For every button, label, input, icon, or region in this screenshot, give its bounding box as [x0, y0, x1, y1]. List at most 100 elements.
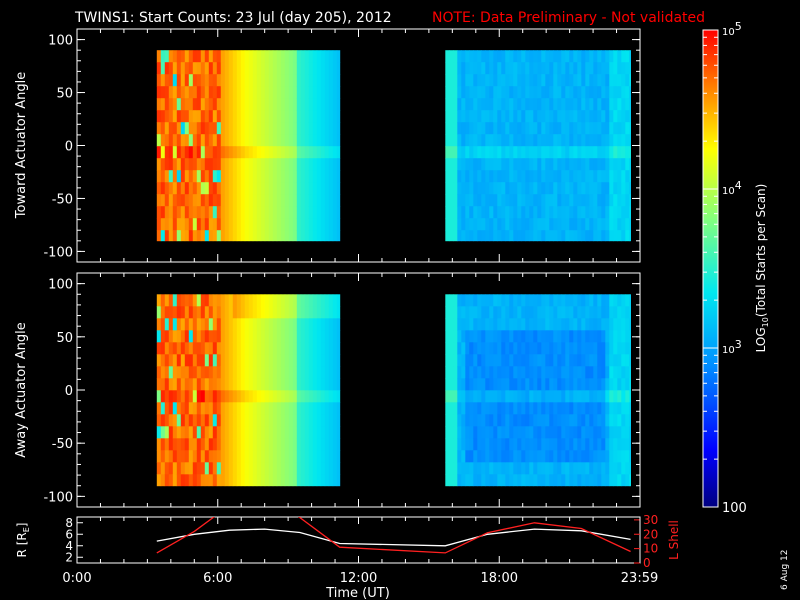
heatmap-cell — [312, 414, 318, 427]
heatmap-cell — [473, 402, 478, 415]
heatmap-cell — [601, 218, 606, 231]
heatmap-cell — [589, 378, 594, 391]
heatmap-cell — [284, 206, 290, 219]
heatmap-cell — [449, 158, 454, 171]
heatmap-cell — [533, 390, 538, 403]
heatmap-cell — [501, 366, 506, 379]
heatmap-cell — [232, 474, 238, 487]
heatmap-cell — [320, 390, 326, 403]
heatmap-cell — [236, 110, 242, 123]
heatmap-cell — [248, 50, 254, 63]
heatmap-cell — [184, 414, 190, 427]
heatmap-cell — [581, 74, 586, 87]
heatmap-cell — [300, 402, 306, 415]
heatmap-cell — [457, 462, 462, 475]
heatmap-cell — [565, 474, 570, 487]
heatmap-cell — [276, 158, 282, 171]
heatmap-cell — [585, 342, 590, 355]
heatmap-cell — [188, 306, 194, 319]
heatmap-cell — [557, 134, 562, 147]
heatmap-cell — [180, 86, 186, 99]
heatmap-cell — [200, 158, 206, 171]
heatmap-cell — [477, 170, 482, 183]
heatmap-cell — [288, 146, 294, 159]
heatmap-cell — [212, 390, 218, 403]
heatmap-cell — [328, 86, 334, 99]
heatmap-cell — [232, 134, 238, 147]
heatmap-cell — [164, 122, 170, 135]
heatmap-cell — [565, 390, 570, 403]
heatmap-cell — [493, 122, 498, 135]
heatmap-cell — [461, 74, 466, 87]
heatmap-cell — [577, 450, 582, 463]
heatmap-cell — [228, 50, 234, 63]
heatmap-cell — [176, 414, 182, 427]
heatmap-cell — [493, 134, 498, 147]
heatmap-cell — [585, 182, 590, 195]
heatmap-cell — [485, 194, 490, 207]
heatmap-cell — [617, 438, 622, 451]
heatmap-cell — [276, 438, 282, 451]
heatmap-cell — [545, 354, 550, 367]
heatmap-cell — [336, 218, 341, 231]
heatmap-cell — [461, 182, 466, 195]
heatmap-cell — [505, 74, 510, 87]
heatmap-cell — [569, 318, 574, 331]
heatmap-cell — [324, 230, 330, 242]
heatmap-cell — [589, 318, 594, 331]
heatmap-cell — [457, 206, 462, 219]
heatmap-cell — [240, 98, 246, 111]
heatmap-cell — [521, 134, 526, 147]
heatmap-cell — [284, 462, 290, 475]
heatmap-cell — [497, 330, 502, 343]
heatmap-cell — [513, 438, 518, 451]
heatmap-cell — [577, 342, 582, 355]
heatmap-cell — [320, 474, 326, 487]
heatmap-cell — [204, 50, 210, 63]
heatmap-cell — [224, 390, 230, 403]
heatmap-cell — [288, 86, 294, 99]
y-tick-label: -100 — [43, 490, 73, 505]
heatmap-cell — [204, 206, 210, 219]
heatmap-cell — [180, 158, 186, 171]
heatmap-cell — [212, 170, 218, 183]
heatmap-cell — [521, 474, 526, 487]
heatmap-cell — [196, 86, 202, 99]
heatmap-cell — [509, 390, 514, 403]
y-axis-label: Toward Actuator Angle — [14, 72, 29, 219]
heatmap-cell — [513, 294, 518, 307]
heatmap-cell — [601, 146, 606, 159]
heatmap-cell — [268, 134, 274, 147]
heatmap-cell — [204, 158, 210, 171]
heatmap-cell — [260, 426, 266, 439]
heatmap-cell — [332, 474, 338, 487]
heatmap-cell — [629, 146, 631, 159]
heatmap-cell — [461, 122, 466, 135]
heatmap-cell — [332, 194, 338, 207]
heatmap-cell — [328, 74, 334, 87]
heatmap-cell — [308, 74, 314, 87]
heatmap-cell — [220, 450, 226, 463]
heatmap-cell — [445, 354, 450, 367]
heatmap-cell — [481, 74, 486, 87]
heatmap-cell — [521, 158, 526, 171]
heatmap-cell — [180, 378, 186, 391]
heatmap-cell — [561, 378, 566, 391]
heatmap-cell — [449, 206, 454, 219]
heatmap-cell — [204, 402, 210, 415]
heatmap-cell — [204, 146, 210, 159]
heatmap-cell — [244, 462, 250, 475]
heatmap-cell — [320, 378, 326, 391]
heatmap-cell — [629, 366, 631, 379]
heatmap-cell — [497, 182, 502, 195]
heatmap-cell — [461, 62, 466, 75]
heatmap-cell — [156, 110, 162, 123]
heatmap-cell — [617, 318, 622, 331]
heatmap-cell — [565, 182, 570, 195]
heatmap-cell — [320, 170, 326, 183]
heatmap-cell — [457, 86, 462, 99]
heatmap-cell — [312, 450, 318, 463]
heatmap-cell — [176, 330, 182, 343]
heatmap-cell — [577, 230, 582, 242]
heatmap-cell — [553, 50, 558, 63]
